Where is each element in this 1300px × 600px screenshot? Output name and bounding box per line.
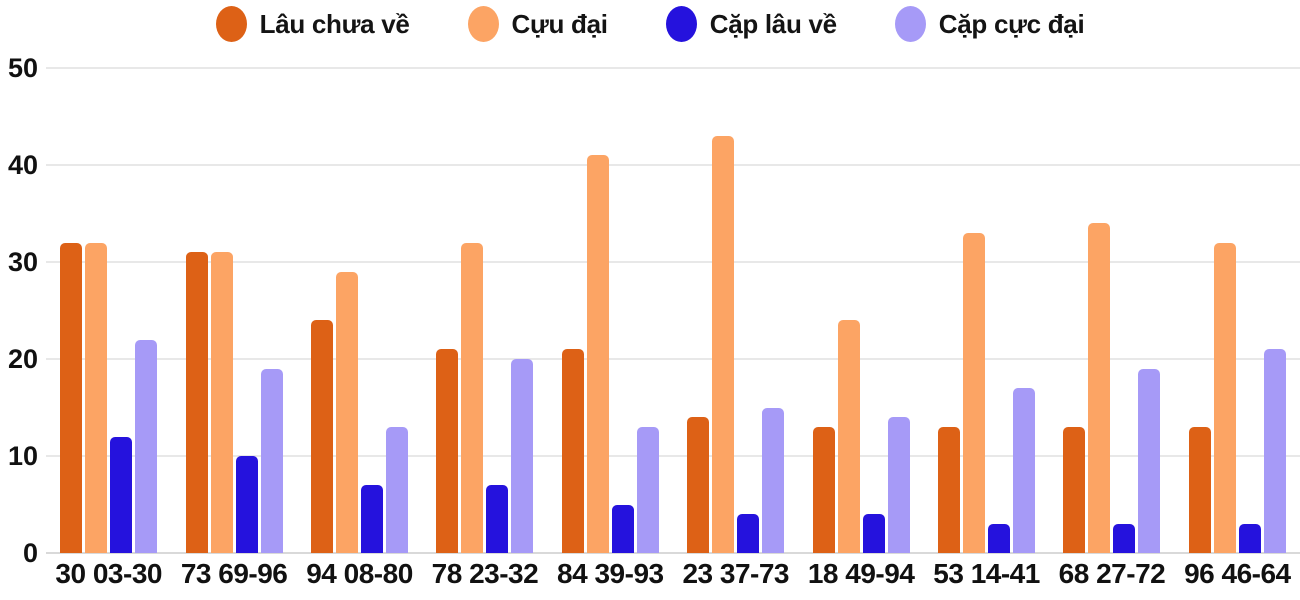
bar — [938, 426, 961, 553]
legend-item[interactable]: Lâu chưa về — [215, 6, 410, 42]
legend-label: Cựu đại — [511, 8, 608, 39]
bar — [561, 349, 584, 553]
bar — [135, 339, 158, 553]
bar — [1088, 223, 1111, 553]
bar — [611, 504, 634, 553]
x-axis-category-label: 96 46-64 — [1184, 558, 1291, 589]
bar-cluster — [1175, 68, 1300, 553]
legend-label: Cặp lâu về — [709, 8, 837, 39]
x-axis-category-label: 30 03-30 — [55, 558, 162, 589]
bar — [586, 155, 609, 553]
bar-cluster — [171, 68, 296, 553]
bar — [1013, 388, 1036, 553]
bar — [361, 485, 384, 553]
bar-cluster — [422, 68, 547, 553]
legend-swatch — [215, 6, 247, 42]
x-axis-category-label: 94 08-80 — [306, 558, 413, 589]
bar-cluster — [46, 68, 171, 553]
bar-cluster — [924, 68, 1049, 553]
y-axis-tick-label: 50 — [7, 53, 38, 83]
bar-cluster — [297, 68, 422, 553]
bar-group: 23 37-73 — [673, 68, 798, 589]
x-axis-category-label: 23 37-73 — [682, 558, 789, 589]
bar-cluster — [673, 68, 798, 553]
chart-legend: Lâu chưa về Cựu đại Cặp lâu về Cặp cực đại — [0, 0, 1300, 48]
bar — [1213, 242, 1236, 553]
gridline — [46, 455, 1300, 457]
bar-cluster — [798, 68, 923, 553]
bar — [737, 514, 760, 553]
y-axis-tick-label: 30 — [7, 247, 38, 277]
bar — [386, 426, 409, 553]
bar-group: 96 46-64 — [1175, 68, 1300, 589]
y-axis-tick-label: 40 — [7, 150, 38, 180]
bar-cluster — [548, 68, 673, 553]
x-axis-category-label: 53 14-41 — [933, 558, 1040, 589]
legend-swatch — [894, 6, 926, 42]
bar-group: 78 23-32 — [422, 68, 547, 589]
bar-group: 30 03-30 — [46, 68, 171, 589]
bar — [1188, 426, 1211, 553]
bar — [511, 359, 534, 553]
bar — [862, 514, 885, 553]
bar — [988, 523, 1011, 553]
bar — [336, 271, 359, 553]
bar — [1138, 368, 1161, 553]
y-axis-tick-label: 20 — [7, 344, 38, 374]
legend-swatch — [467, 6, 499, 42]
bar — [85, 242, 108, 553]
bar-group: 84 39-93 — [548, 68, 673, 589]
bar-cluster — [1049, 68, 1174, 553]
bar — [963, 232, 986, 553]
bar — [311, 320, 334, 553]
bar — [110, 436, 133, 553]
legend-label: Cặp cực đại — [938, 8, 1085, 39]
bar — [486, 485, 509, 553]
y-axis: 0 10 20 30 40 50 — [0, 53, 42, 568]
gridline — [46, 67, 1300, 69]
gridline — [46, 261, 1300, 263]
bar — [185, 252, 208, 553]
bar — [461, 242, 484, 553]
bar-group: 94 08-80 — [297, 68, 422, 589]
bar — [837, 320, 860, 553]
x-axis-category-label: 78 23-32 — [431, 558, 539, 589]
bar-groups: 30 03-30 73 69-96 94 08-80 78 23-32 84 39-93… — [46, 68, 1300, 589]
x-axis-baseline — [46, 552, 1300, 554]
bar — [436, 349, 459, 553]
x-axis-category-label: 84 39-93 — [557, 558, 664, 589]
bar — [210, 252, 233, 553]
bar — [812, 426, 835, 553]
legend-item[interactable]: Cặp cực đại — [894, 6, 1085, 42]
legend-item[interactable]: Cặp lâu về — [665, 6, 837, 42]
bar — [712, 135, 735, 553]
y-axis-tick-label: 10 — [7, 441, 38, 471]
gridline — [46, 164, 1300, 166]
bar — [1238, 523, 1261, 553]
x-axis-category-label: 73 69-96 — [180, 558, 288, 589]
bar — [60, 242, 83, 553]
bar-group: 68 27-72 — [1049, 68, 1174, 589]
legend-label: Lâu chưa về — [259, 8, 410, 39]
bar — [260, 368, 283, 553]
x-axis-category-label: 68 27-72 — [1058, 558, 1166, 589]
bar — [887, 417, 910, 553]
bar — [1113, 523, 1136, 553]
legend-item[interactable]: Cựu đại — [467, 6, 608, 42]
bar — [762, 407, 785, 553]
plot-area: 30 03-30 73 69-96 94 08-80 78 23-32 84 39-93… — [46, 67, 1300, 589]
bar — [1063, 426, 1086, 553]
gridline — [46, 358, 1300, 360]
bar — [1263, 349, 1286, 553]
bar-group: 73 69-96 — [171, 68, 296, 589]
bar — [636, 426, 659, 553]
x-axis-category-label: 18 49-94 — [807, 558, 915, 589]
y-axis-tick-label: 0 — [22, 538, 38, 568]
bar — [235, 456, 258, 553]
bar-group: 18 49-94 — [798, 68, 923, 589]
legend-swatch — [665, 6, 697, 42]
bar — [687, 417, 710, 553]
bar-group: 53 14-41 — [924, 68, 1049, 589]
